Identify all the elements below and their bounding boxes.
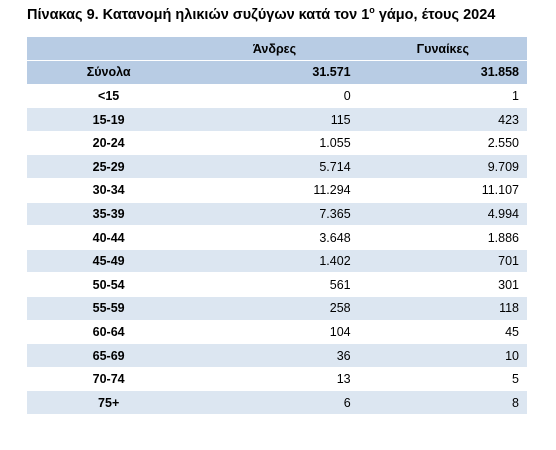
row-label: 20-24 bbox=[27, 131, 191, 156]
row-label: 40-44 bbox=[27, 225, 191, 250]
row-label: 15-19 bbox=[27, 107, 191, 132]
row-label: 45-49 bbox=[27, 249, 191, 274]
cell: 11.294 bbox=[190, 178, 359, 203]
row-label: 75+ bbox=[27, 390, 191, 415]
table-row: 40-44 3.648 1.886 bbox=[27, 225, 527, 250]
cell: 31.571 bbox=[190, 60, 359, 85]
cell: 118 bbox=[358, 296, 527, 321]
cell: 701 bbox=[358, 249, 527, 274]
table-body: Άνδρες Γυναίκες Σύνολα 31.571 31.858 <15… bbox=[27, 37, 527, 415]
cell: 36 bbox=[190, 343, 359, 368]
header-cell bbox=[27, 37, 191, 62]
cell: 5.714 bbox=[190, 154, 359, 180]
title-text: Πίνακας 9. Κατανομή ηλικιών συζύγων κατά… bbox=[27, 6, 370, 23]
cell: 561 bbox=[190, 272, 359, 298]
row-label: 60-64 bbox=[27, 320, 191, 345]
table-row: 65-69 36 10 bbox=[27, 343, 527, 368]
row-label: 25-29 bbox=[27, 154, 191, 180]
row-label: Σύνολα bbox=[27, 60, 191, 85]
cell: 1.886 bbox=[358, 225, 527, 250]
cell: 4.994 bbox=[358, 202, 527, 227]
row-label: 55-59 bbox=[27, 296, 191, 321]
cell: 258 bbox=[190, 296, 359, 321]
cell: 423 bbox=[358, 107, 527, 132]
row-label: 50-54 bbox=[27, 272, 191, 298]
row-label: 65-69 bbox=[27, 343, 191, 368]
cell: 2.550 bbox=[358, 131, 527, 156]
cell: 7.365 bbox=[190, 202, 359, 227]
cell: 10 bbox=[358, 343, 527, 368]
cell: 31.858 bbox=[358, 60, 527, 85]
cell: 1.402 bbox=[190, 249, 359, 274]
table-row: <15 0 1 bbox=[27, 84, 527, 109]
table-row: 55-59 258 118 bbox=[27, 296, 527, 321]
row-label: 35-39 bbox=[27, 202, 191, 227]
cell: 1.055 bbox=[190, 131, 359, 156]
row-label: <15 bbox=[27, 84, 191, 109]
cell: 1 bbox=[358, 84, 527, 109]
table-row: 25-29 5.714 9.709 bbox=[27, 154, 527, 180]
cell: 104 bbox=[190, 320, 359, 345]
cell: 45 bbox=[358, 320, 527, 345]
header-row: Άνδρες Γυναίκες bbox=[27, 37, 527, 62]
cell: 301 bbox=[358, 272, 527, 298]
cell: 5 bbox=[358, 367, 527, 392]
table-row: 50-54 561 301 bbox=[27, 272, 527, 298]
cell: 115 bbox=[190, 107, 359, 132]
table-title: Πίνακας 9. Κατανομή ηλικιών συζύγων κατά… bbox=[27, 5, 495, 23]
table-row: 35-39 7.365 4.994 bbox=[27, 202, 527, 227]
cell: 8 bbox=[358, 390, 527, 415]
header-cell: Άνδρες bbox=[190, 37, 359, 62]
cell: 11.107 bbox=[358, 178, 527, 203]
table-row: 15-19 115 423 bbox=[27, 107, 527, 132]
row-label: 70-74 bbox=[27, 367, 191, 392]
cell: 6 bbox=[190, 390, 359, 415]
table-row: 30-34 11.294 11.107 bbox=[27, 178, 527, 203]
cell: 13 bbox=[190, 367, 359, 392]
data-table: Άνδρες Γυναίκες Σύνολα 31.571 31.858 <15… bbox=[27, 37, 527, 415]
table-row: 45-49 1.402 701 bbox=[27, 249, 527, 274]
table-row: 70-74 13 5 bbox=[27, 367, 527, 392]
table-row: 20-24 1.055 2.550 bbox=[27, 131, 527, 156]
header-cell: Γυναίκες bbox=[358, 37, 527, 62]
table-row: 75+ 6 8 bbox=[27, 390, 527, 415]
table-row: 60-64 104 45 bbox=[27, 320, 527, 345]
total-row: Σύνολα 31.571 31.858 bbox=[27, 60, 527, 85]
cell: 0 bbox=[190, 84, 359, 109]
row-label: 30-34 bbox=[27, 178, 191, 203]
title-superscript: ο bbox=[369, 5, 375, 15]
cell: 9.709 bbox=[358, 154, 527, 180]
title-text-rest: γάμο, έτους 2024 bbox=[374, 6, 496, 23]
cell: 3.648 bbox=[190, 225, 359, 250]
